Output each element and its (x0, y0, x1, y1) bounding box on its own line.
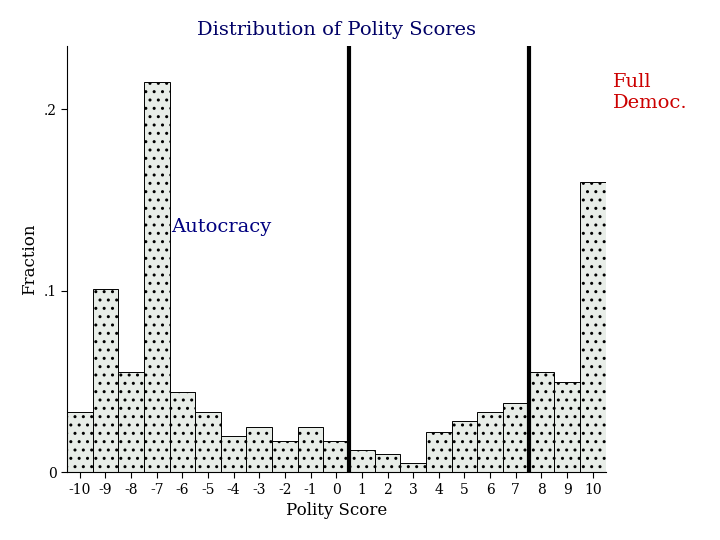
Bar (349, 450, 374, 472)
Bar (451, 421, 477, 472)
Bar (374, 454, 400, 472)
Bar (400, 463, 426, 472)
Bar (118, 373, 144, 472)
Bar (246, 427, 272, 472)
Bar (426, 433, 451, 472)
Text: Autocracy: Autocracy (171, 218, 271, 237)
Y-axis label: Fraction: Fraction (21, 224, 38, 295)
Bar (580, 182, 606, 472)
Bar (93, 289, 118, 472)
Bar (272, 441, 298, 472)
X-axis label: Polity Score: Polity Score (286, 502, 387, 519)
Bar (221, 436, 246, 472)
Bar (323, 441, 349, 472)
Bar (554, 381, 580, 472)
Bar (195, 413, 221, 472)
Bar (477, 413, 503, 472)
Bar (298, 427, 323, 472)
Bar (528, 373, 554, 472)
Bar (169, 393, 195, 472)
Bar (503, 403, 528, 472)
Bar (144, 82, 169, 472)
Title: Distribution of Polity Scores: Distribution of Polity Scores (197, 21, 476, 39)
Bar (67, 413, 93, 472)
Text: Full
Democ.: Full Democ. (613, 73, 688, 112)
